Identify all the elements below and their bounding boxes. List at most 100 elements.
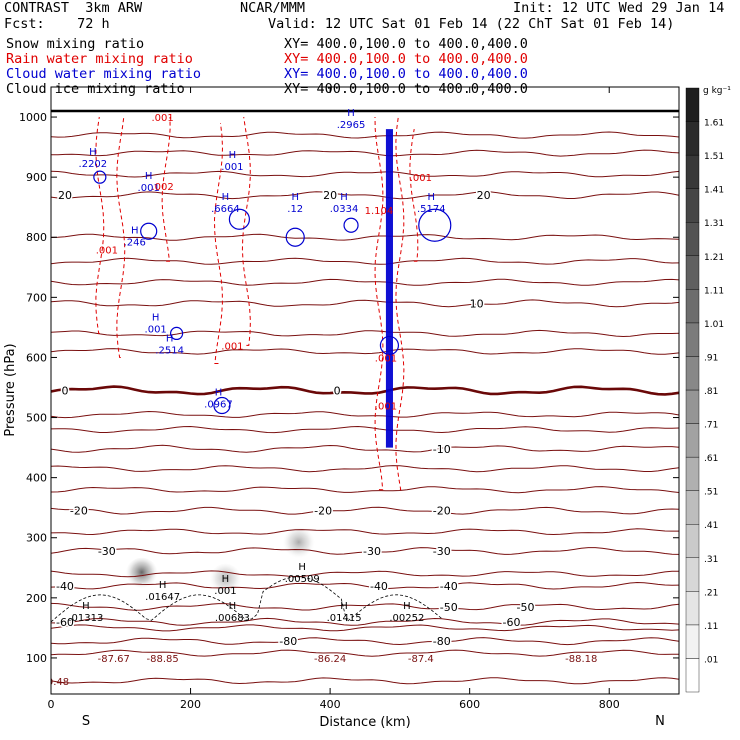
cloud-water-max-value: .246 [124,237,146,248]
ice-max-marker: H [82,601,90,612]
pressure-contour-line [51,649,679,657]
rain-value-label: .001 [375,402,397,413]
colorbar-swatch [685,222,700,256]
colorbar-swatch [685,490,700,525]
cloud-water-contour [93,170,107,184]
contour-label: 0 [334,385,341,398]
colorbar-level: 1.31 [704,219,724,229]
x-tick-label: 200 [180,698,201,711]
contour-label: -40 [440,580,458,593]
cloud-water-max-marker: H [340,192,348,203]
temperature-contour-10 [51,299,679,308]
contour-label: -60 [503,616,521,629]
rain-value-label: .001 [152,113,174,124]
contour-label: -80 [433,635,451,648]
top-value-label: 0.48 [47,677,69,688]
y-tick-label: 300 [26,532,47,545]
colorbar-swatch [685,557,700,592]
contour-label: -30 [433,545,451,558]
temperature-contour--20 [51,506,679,515]
cloud-water-max-value: .001 [138,183,160,194]
rain-contour [241,116,251,346]
contour-label: 20 [58,189,72,202]
cloud-water-max-marker: H [89,147,97,158]
plot-frame [50,86,680,695]
colorbar-swatch [685,423,700,458]
colorbar-swatch [685,389,700,424]
colorbar-swatch [685,322,700,357]
pressure-contour-line [51,425,679,434]
top-value-label: -87.4 [408,654,434,665]
contour-label: -50 [440,601,458,614]
ice-max-value: .01313 [68,613,103,624]
colorbar-level: .41 [704,521,718,531]
y-tick-label: 800 [26,231,47,244]
cloud-water-max-marker: H [229,150,237,161]
rain-value-label: .001 [96,245,118,256]
cloud-water-max-marker: H [152,312,160,323]
cloud-water-max-marker: H [131,225,139,236]
cloud-water-max-marker: H [347,108,355,119]
cloud-water-max-value: .5174 [417,204,446,215]
colorbar-level: .61 [704,454,718,464]
x-tick-label: 0 [48,698,55,711]
colorbar-swatch [685,356,700,391]
colorbar-swatch [685,154,700,189]
colorbar-level: .81 [704,387,718,397]
cloud-water-max-marker: H [215,388,223,399]
right-endpoint-label: N [655,714,665,729]
model-title: CONTRAST 3km ARW [4,0,143,16]
rain-value-label: 1.104 [365,206,394,217]
cloud-ice-contour [51,576,443,623]
cloud-water-contour [170,326,184,341]
legend-entry: Cloud ice mixing ratio [6,81,185,97]
colorbar-level: .01 [704,655,718,665]
x-tick-label: 600 [459,698,480,711]
pressure-contour-line [51,410,679,419]
rain-contour [395,116,405,491]
cloud-water-max-value: .001 [145,324,167,335]
colorbar-level: .51 [704,488,718,498]
pressure-contour-line [51,486,679,494]
center-title: NCAR/MMM [240,0,306,16]
pressure-contour-line [51,677,679,685]
pressure-contour-line [51,528,679,536]
snow-shade-0 [125,557,158,590]
colorbar-swatch [685,658,700,693]
snow-shade-2 [282,527,315,560]
init-time: Init: 12 UTC Wed 29 Jan 14 [513,0,725,16]
ice-max-marker: H [340,601,348,612]
contour-label: 0 [61,385,68,398]
colorbar-level: 1.01 [704,320,724,330]
cloud-water-contour [228,208,250,230]
pressure-contour-line [51,170,679,178]
x-axis-label: Distance (km) [319,715,410,730]
legend-section-range: XY= 400.0,100.0 to 400.0,400.0 [284,66,528,82]
rain-contour [95,116,105,334]
colorbar-swatch [685,456,700,491]
rain-contour [161,116,171,262]
cloud-water-max-value: .12 [287,204,303,215]
ice-max-value: .00509 [285,574,320,585]
cloud-water-max-value: .6664 [211,204,240,215]
cloud-water-contour [418,208,452,242]
colorbar-swatch [685,524,700,558]
valid-time: Valid: 12 UTC Sat 01 Feb 14 (22 ChT Sat … [268,16,675,32]
cloud-water-max-marker: H [428,192,436,203]
legend-section-range: XY= 400.0,100.0 to 400.0,400.0 [284,51,528,67]
colorbar-swatch [685,289,700,324]
cloud-water-max-marker: H [166,333,174,344]
ice-max-value: .00683 [215,613,250,624]
colorbar-level: .71 [704,421,718,431]
cloud-water-contour [213,396,231,415]
legend-entry: Cloud water mixing ratio [6,66,202,82]
temperature-contour--10 [51,444,679,453]
rain-contour [213,123,224,365]
colorbar-level: .91 [704,353,718,363]
forecast-hour: Fcst: 72 h [4,16,110,32]
y-tick-label: 200 [26,592,47,605]
rain-value-label: .001 [410,173,432,184]
rain-value-label: .001 [221,341,243,352]
pressure-contour-line [51,233,679,241]
contour-label: -10 [433,443,451,456]
